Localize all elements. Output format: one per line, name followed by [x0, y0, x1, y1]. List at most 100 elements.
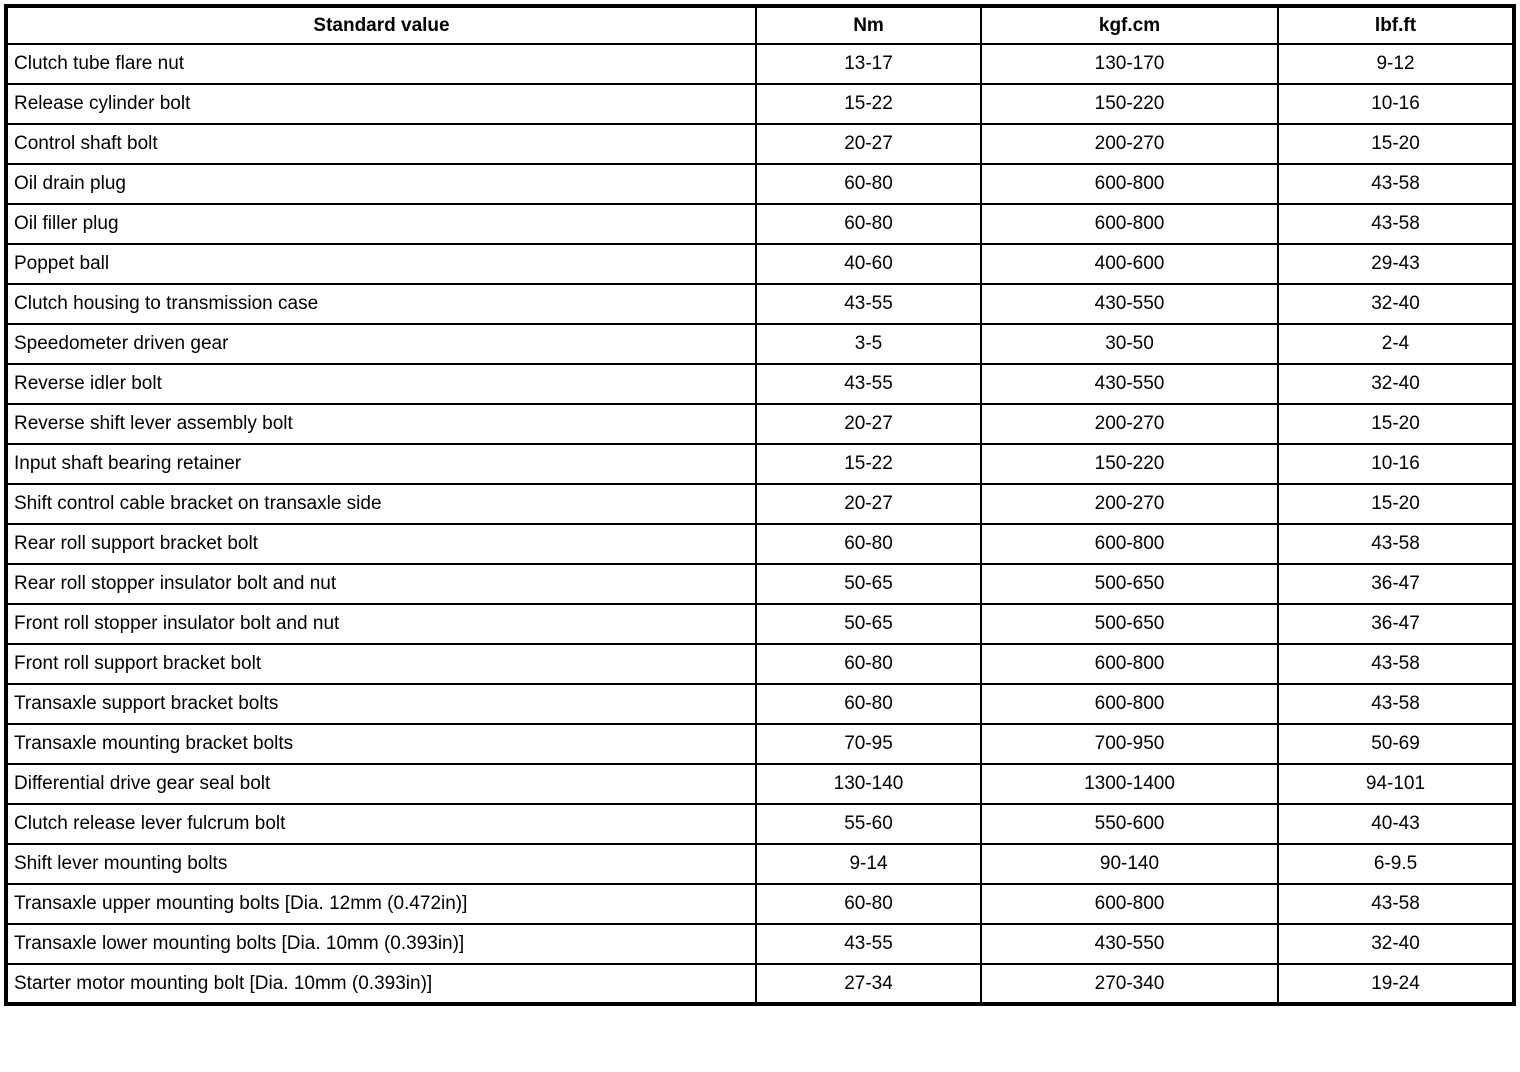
- table-row: Rear roll stopper insulator bolt and nut…: [5, 563, 1515, 605]
- table-row: Transaxle upper mounting bolts [Dia. 12m…: [5, 883, 1515, 925]
- lbfft-cell: 40-43: [1277, 803, 1515, 845]
- nm-cell: 60-80: [755, 883, 982, 925]
- kgfcm-cell: 200-270: [980, 403, 1279, 445]
- nm-cell: 43-55: [755, 283, 982, 325]
- lbfft-cell: 29-43: [1277, 243, 1515, 285]
- kgfcm-cell: 700-950: [980, 723, 1279, 765]
- table-row: Poppet ball 40-60 400-600 29-43: [5, 243, 1515, 285]
- table-row: Transaxle mounting bracket bolts 70-95 700…: [5, 723, 1515, 765]
- kgfcm-cell: 600-800: [980, 883, 1279, 925]
- table-row: Rear roll support bracket bolt 60-80 600-8…: [5, 523, 1515, 565]
- kgfcm-cell: 600-800: [980, 163, 1279, 205]
- nm-cell: 60-80: [755, 643, 982, 685]
- nm-cell: 20-27: [755, 483, 982, 525]
- kgfcm-cell: 30-50: [980, 323, 1279, 365]
- item-cell: Input shaft bearing retainer: [5, 443, 757, 485]
- nm-cell: 20-27: [755, 123, 982, 165]
- lbfft-cell: 15-20: [1277, 123, 1515, 165]
- kgfcm-cell: 130-170: [980, 43, 1279, 85]
- table-row: Release cylinder bolt 15-22 150-220 10-16: [5, 83, 1515, 125]
- nm-cell: 55-60: [755, 803, 982, 845]
- item-cell: Transaxle lower mounting bolts [Dia. 10m…: [5, 923, 757, 965]
- lbfft-cell: 10-16: [1277, 443, 1515, 485]
- table-row: Speedometer driven gear 3-5 30-50 2-4: [5, 323, 1515, 365]
- lbfft-cell: 43-58: [1277, 163, 1515, 205]
- kgfcm-cell: 500-650: [980, 563, 1279, 605]
- lbfft-cell: 6-9.5: [1277, 843, 1515, 885]
- nm-cell: 50-65: [755, 563, 982, 605]
- table-row: Oil drain plug 60-80 600-800 43-58: [5, 163, 1515, 205]
- item-cell: Oil drain plug: [5, 163, 757, 205]
- kgfcm-cell: 430-550: [980, 363, 1279, 405]
- item-cell: Starter motor mounting bolt [Dia. 10mm (…: [5, 963, 757, 1005]
- nm-cell: 60-80: [755, 683, 982, 725]
- item-cell: Differential drive gear seal bolt: [5, 763, 757, 805]
- table-row: Differential drive gear seal bolt 130-140…: [5, 763, 1515, 805]
- item-cell: Control shaft bolt: [5, 123, 757, 165]
- nm-cell: 3-5: [755, 323, 982, 365]
- table-row: Front roll support bracket bolt 60-80 600-…: [5, 643, 1515, 685]
- item-cell: Shift control cable bracket on transaxle…: [5, 483, 757, 525]
- lbfft-cell: 43-58: [1277, 883, 1515, 925]
- nm-cell: 20-27: [755, 403, 982, 445]
- item-cell: Front roll support bracket bolt: [5, 643, 757, 685]
- nm-cell: 13-17: [755, 43, 982, 85]
- item-cell: Speedometer driven gear: [5, 323, 757, 365]
- item-cell: Shift lever mounting bolts: [5, 843, 757, 885]
- kgfcm-cell: 600-800: [980, 643, 1279, 685]
- kgfcm-cell: 1300-1400: [980, 763, 1279, 805]
- kgfcm-cell: 200-270: [980, 123, 1279, 165]
- table-row: Reverse idler bolt 43-55 430-550 32-40: [5, 363, 1515, 405]
- kgfcm-cell: 600-800: [980, 523, 1279, 565]
- table-row: Shift lever mounting bolts 9-14 90-140 6-9.…: [5, 843, 1515, 885]
- nm-cell: 50-65: [755, 603, 982, 645]
- kgfcm-cell: 150-220: [980, 443, 1279, 485]
- header-kgfcm: kgf.cm: [980, 5, 1279, 45]
- lbfft-cell: 43-58: [1277, 203, 1515, 245]
- table-body: Clutch tube flare nut 13-17 130-170 9-12 Rel…: [5, 43, 1515, 1005]
- lbfft-cell: 32-40: [1277, 923, 1515, 965]
- table-row: Clutch tube flare nut 13-17 130-170 9-12: [5, 43, 1515, 85]
- item-cell: Transaxle support bracket bolts: [5, 683, 757, 725]
- item-cell: Clutch housing to transmission case: [5, 283, 757, 325]
- item-cell: Clutch tube flare nut: [5, 43, 757, 85]
- item-cell: Front roll stopper insulator bolt and nu…: [5, 603, 757, 645]
- lbfft-cell: 10-16: [1277, 83, 1515, 125]
- lbfft-cell: 36-47: [1277, 603, 1515, 645]
- nm-cell: 15-22: [755, 443, 982, 485]
- lbfft-cell: 9-12: [1277, 43, 1515, 85]
- item-cell: Rear roll support bracket bolt: [5, 523, 757, 565]
- lbfft-cell: 36-47: [1277, 563, 1515, 605]
- lbfft-cell: 2-4: [1277, 323, 1515, 365]
- lbfft-cell: 43-58: [1277, 683, 1515, 725]
- header-nm: Nm: [755, 5, 982, 45]
- nm-cell: 43-55: [755, 363, 982, 405]
- lbfft-cell: 32-40: [1277, 283, 1515, 325]
- kgfcm-cell: 430-550: [980, 923, 1279, 965]
- table-row: Input shaft bearing retainer 15-22 150-220…: [5, 443, 1515, 485]
- kgfcm-cell: 550-600: [980, 803, 1279, 845]
- lbfft-cell: 15-20: [1277, 403, 1515, 445]
- table-row: Starter motor mounting bolt [Dia. 10mm (…: [5, 963, 1515, 1005]
- kgfcm-cell: 430-550: [980, 283, 1279, 325]
- table-row: Control shaft bolt 20-27 200-270 15-20: [5, 123, 1515, 165]
- header-row: Standard value Nm kgf.cm lbf.ft: [5, 5, 1515, 45]
- kgfcm-cell: 150-220: [980, 83, 1279, 125]
- item-cell: Reverse idler bolt: [5, 363, 757, 405]
- lbfft-cell: 43-58: [1277, 523, 1515, 565]
- nm-cell: 43-55: [755, 923, 982, 965]
- item-cell: Rear roll stopper insulator bolt and nut: [5, 563, 757, 605]
- table-row: Front roll stopper insulator bolt and nu…: [5, 603, 1515, 645]
- item-cell: Oil filler plug: [5, 203, 757, 245]
- kgfcm-cell: 600-800: [980, 683, 1279, 725]
- nm-cell: 130-140: [755, 763, 982, 805]
- item-cell: Clutch release lever fulcrum bolt: [5, 803, 757, 845]
- nm-cell: 60-80: [755, 163, 982, 205]
- kgfcm-cell: 200-270: [980, 483, 1279, 525]
- nm-cell: 60-80: [755, 203, 982, 245]
- nm-cell: 9-14: [755, 843, 982, 885]
- kgfcm-cell: 500-650: [980, 603, 1279, 645]
- table-row: Shift control cable bracket on transaxle…: [5, 483, 1515, 525]
- nm-cell: 60-80: [755, 523, 982, 565]
